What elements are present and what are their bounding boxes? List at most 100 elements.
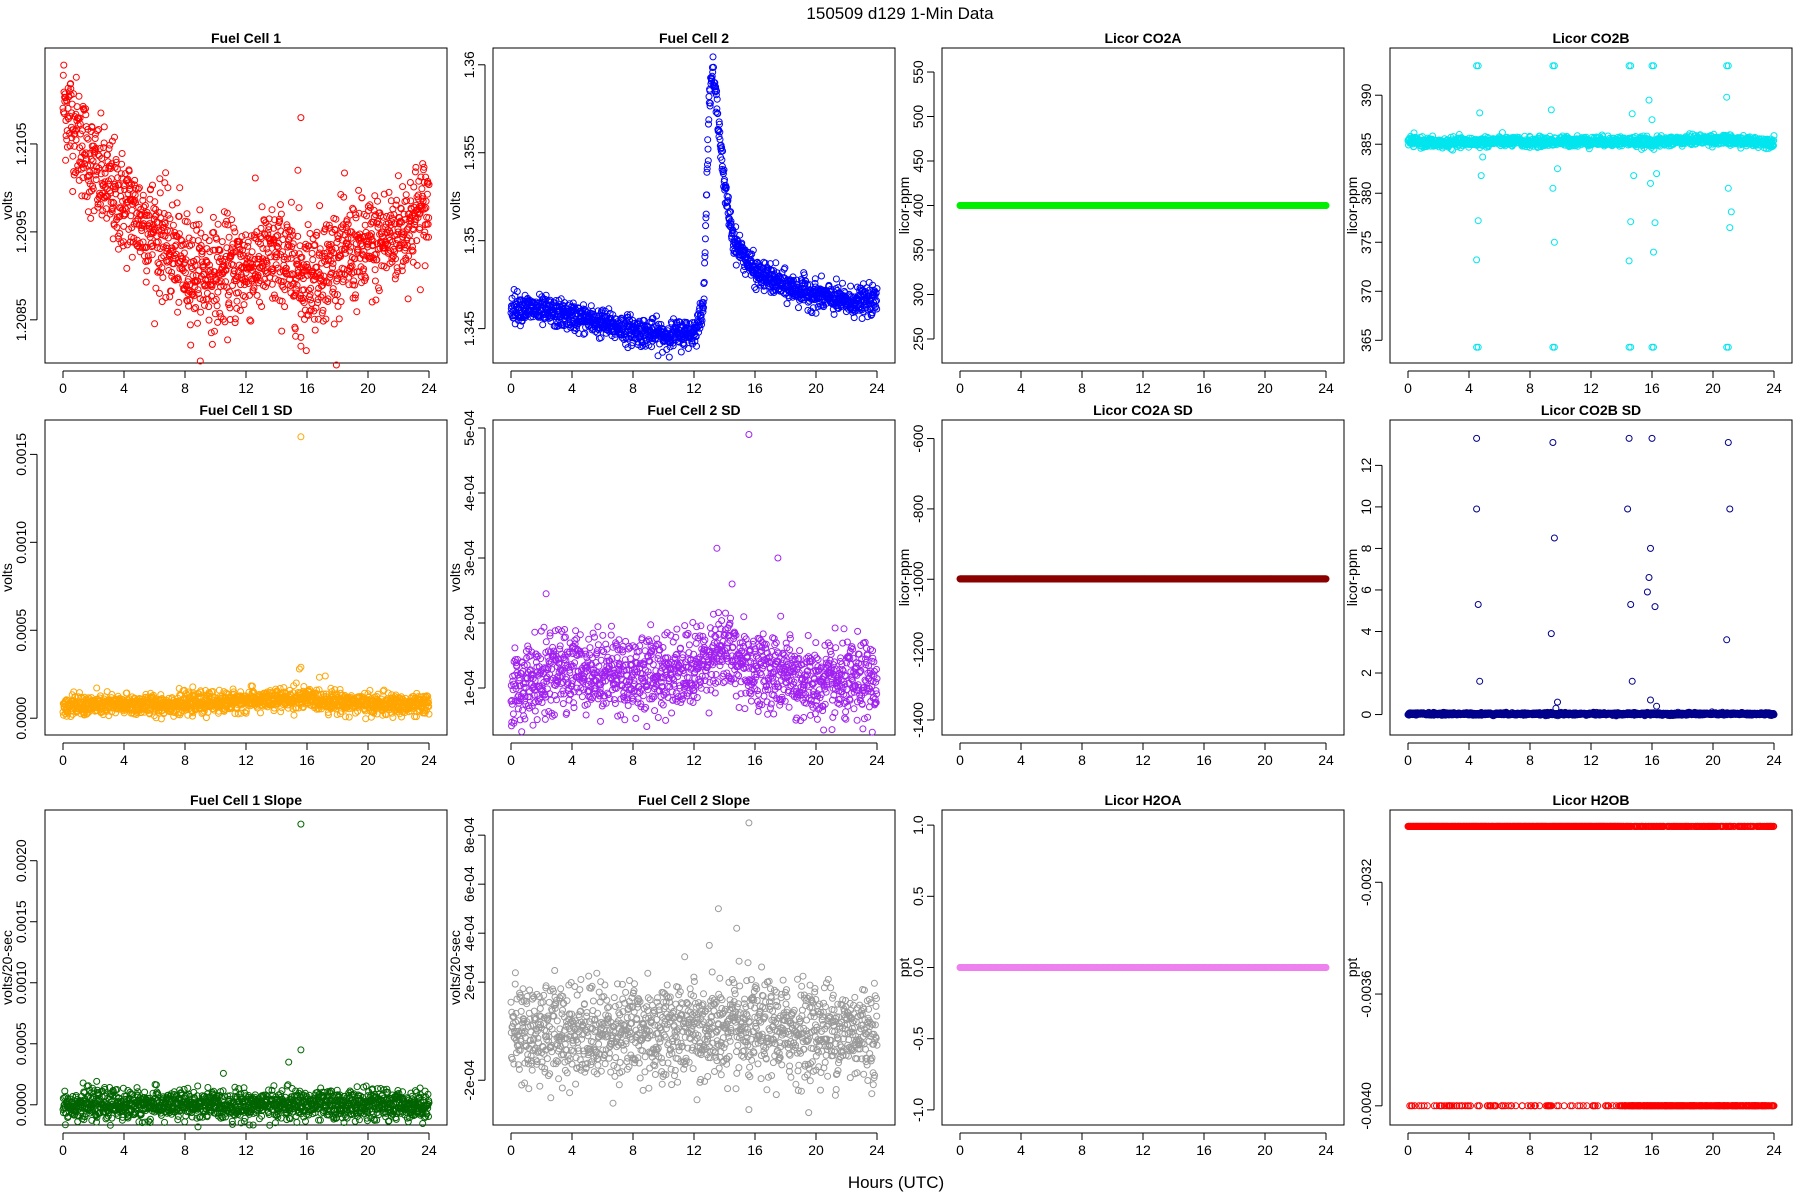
data-point bbox=[319, 306, 327, 314]
data-point bbox=[159, 274, 167, 281]
data-point bbox=[174, 276, 182, 283]
data-point bbox=[126, 186, 133, 194]
x-tick-label: 8 bbox=[629, 380, 637, 396]
data-point bbox=[283, 221, 291, 229]
data-point bbox=[349, 204, 357, 212]
data-point bbox=[96, 200, 104, 208]
data-point bbox=[144, 257, 151, 265]
y-tick-label: 1.35 bbox=[461, 227, 477, 254]
data-point bbox=[94, 200, 102, 208]
data-point bbox=[109, 198, 117, 206]
data-point bbox=[324, 298, 332, 305]
data-point bbox=[105, 145, 113, 153]
data-point bbox=[186, 321, 194, 329]
data-point bbox=[146, 220, 154, 228]
data-point bbox=[337, 252, 345, 260]
data-point bbox=[226, 316, 234, 323]
data-point bbox=[158, 220, 166, 228]
data-point bbox=[135, 184, 143, 192]
data-point bbox=[148, 251, 156, 259]
x-tick-label: 20 bbox=[1257, 380, 1273, 396]
data-point bbox=[704, 145, 712, 153]
y-tick-label: 400 bbox=[910, 194, 926, 218]
data-point bbox=[309, 256, 317, 264]
data-point bbox=[382, 264, 390, 272]
data-point bbox=[416, 286, 424, 294]
data-point bbox=[178, 242, 185, 250]
data-point bbox=[314, 299, 322, 307]
data-point bbox=[154, 238, 162, 246]
data-point bbox=[166, 227, 174, 235]
data-point bbox=[188, 241, 195, 249]
data-point bbox=[371, 192, 379, 200]
data-point bbox=[225, 288, 233, 296]
data-point bbox=[373, 256, 381, 264]
data-point bbox=[126, 182, 134, 189]
data-point bbox=[302, 347, 310, 355]
data-point bbox=[130, 234, 138, 242]
data-point bbox=[78, 142, 86, 150]
data-point bbox=[143, 267, 151, 275]
y-tick-label: 365 bbox=[1358, 328, 1374, 352]
data-point bbox=[158, 264, 166, 272]
data-point bbox=[371, 266, 379, 274]
data-point bbox=[677, 348, 685, 356]
data-point bbox=[76, 120, 84, 128]
data-point bbox=[91, 135, 99, 142]
data-point bbox=[281, 286, 289, 294]
data-point bbox=[110, 199, 118, 207]
data-point bbox=[378, 228, 386, 236]
data-point bbox=[351, 255, 359, 263]
data-point bbox=[368, 298, 376, 306]
data-point bbox=[185, 234, 193, 242]
data-point bbox=[116, 230, 124, 237]
data-points bbox=[59, 61, 433, 369]
data-point bbox=[410, 183, 418, 191]
data-point bbox=[310, 315, 318, 323]
data-point bbox=[117, 204, 125, 212]
data-point bbox=[183, 282, 190, 290]
data-point bbox=[118, 150, 126, 157]
data-point bbox=[223, 209, 231, 217]
data-point bbox=[344, 220, 352, 228]
data-point bbox=[257, 235, 265, 243]
data-point bbox=[87, 155, 95, 163]
y-tick-label: 375 bbox=[1358, 230, 1374, 254]
data-point bbox=[230, 267, 238, 275]
data-point bbox=[391, 248, 398, 256]
data-point bbox=[134, 185, 142, 193]
x-tick-label: 4 bbox=[568, 380, 576, 396]
data-point bbox=[287, 254, 295, 262]
data-point bbox=[316, 202, 324, 210]
data-point bbox=[384, 226, 392, 234]
y-tick-label: 385 bbox=[1358, 132, 1374, 156]
data-point bbox=[64, 104, 72, 112]
data-point bbox=[703, 191, 711, 199]
data-point bbox=[256, 277, 264, 285]
data-point bbox=[97, 109, 105, 117]
data-point bbox=[171, 242, 179, 250]
data-point bbox=[371, 277, 379, 285]
data-point bbox=[60, 61, 68, 69]
data-point bbox=[240, 301, 248, 309]
data-point bbox=[122, 196, 130, 204]
data-point bbox=[231, 228, 239, 236]
data-point bbox=[291, 325, 299, 333]
data-point bbox=[69, 152, 77, 160]
data-point bbox=[190, 305, 198, 313]
data-point bbox=[197, 229, 205, 237]
data-point bbox=[156, 175, 164, 183]
data-point bbox=[332, 215, 340, 223]
data-point bbox=[166, 215, 174, 223]
data-point bbox=[78, 192, 86, 200]
data-point bbox=[241, 293, 249, 301]
data-point bbox=[175, 212, 183, 220]
data-point bbox=[370, 256, 378, 264]
data-point bbox=[145, 211, 153, 219]
y-tick-label: 370 bbox=[1358, 279, 1374, 303]
data-point bbox=[194, 319, 201, 327]
data-point bbox=[392, 271, 400, 279]
data-point bbox=[346, 211, 354, 219]
